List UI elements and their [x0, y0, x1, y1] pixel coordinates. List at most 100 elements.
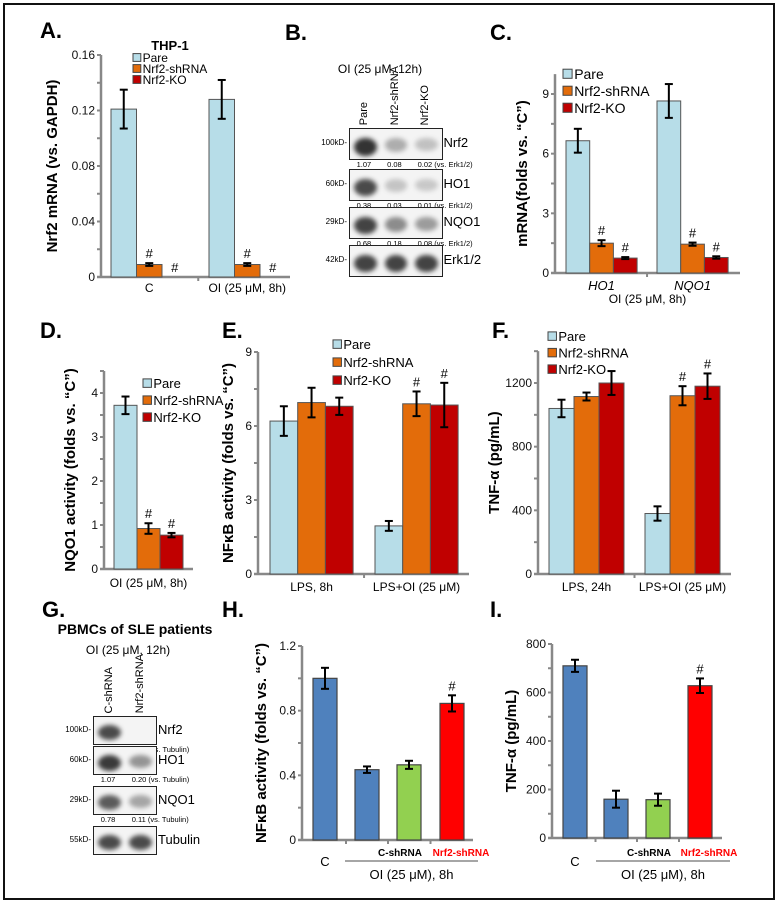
band	[98, 755, 121, 772]
protein-label: Nrf2	[158, 721, 183, 737]
x-category-label: OI (25 μM, 8h)	[208, 281, 286, 295]
bar	[439, 702, 465, 841]
panel-label-c: C.	[490, 20, 512, 45]
legend-swatch	[132, 64, 142, 73]
chart-i: 0 200 400 600 800 TNF-α (pg/mL) # C C-shRNA Nrf2-…	[503, 637, 737, 882]
y-tick-label: 800	[512, 440, 532, 454]
bar-pare	[110, 108, 137, 278]
band-quantification: 0.08 (vs. Erk1/2)	[417, 239, 473, 248]
molecular-weight-label: 29kD-	[325, 217, 347, 226]
legend-swatch	[547, 364, 557, 374]
chart-f: 0 400 800 1200 TNF-α (pg/mL) Pare # Nrf2-shRNA #…	[486, 329, 731, 594]
significance-mark: #	[269, 260, 277, 275]
blot-nqo1	[93, 786, 157, 815]
band-quantification: 0.78	[100, 815, 116, 824]
protein-label: Erk1/2	[443, 252, 482, 267]
significance-mark: #	[244, 246, 252, 261]
x-category-label: Nrf2-shRNA	[681, 848, 738, 859]
band	[415, 138, 438, 151]
bar-nrf2-ko	[694, 385, 721, 575]
legend-swatch	[132, 53, 142, 62]
legend-label: Nrf2-shRNA	[558, 346, 628, 361]
y-axis-label: NFκB activity (folds vs. “C”)	[253, 643, 270, 843]
significance-mark: #	[168, 516, 176, 531]
x-category-label: OI (25 μM, 8h)	[110, 576, 188, 590]
panel-label-h: H.	[222, 597, 244, 622]
significance-mark: #	[713, 239, 721, 254]
y-tick-label: 0.04	[72, 215, 96, 229]
band	[98, 795, 121, 810]
bar	[396, 764, 422, 841]
panel-label-b: B.	[285, 20, 307, 45]
significance-mark: #	[704, 356, 712, 371]
significance-mark: #	[413, 374, 421, 389]
y-tick-label: 600	[526, 686, 546, 700]
molecular-weight-label: 29kD-	[69, 794, 91, 804]
legend-label: Nrf2-shRNA	[343, 355, 413, 370]
y-axis-label: mRNA(folds vs. “C”)	[514, 100, 531, 247]
bar-nrf2-shrna	[402, 403, 431, 575]
group-label: OI (25 μM), 8h	[369, 867, 453, 882]
y-tick-label: 400	[526, 734, 546, 748]
y-tick-label: 0	[245, 567, 252, 581]
band	[354, 179, 377, 197]
panel-label-f: F.	[492, 318, 510, 343]
y-tick-label: 6	[245, 419, 252, 433]
significance-mark: #	[448, 678, 456, 693]
bar-nrf2-ko	[703, 256, 729, 274]
legend-swatch	[132, 75, 142, 84]
group-label: OI (25 μM), 8h	[621, 867, 705, 882]
x-category-label: LPS, 24h	[562, 580, 611, 594]
band	[384, 138, 407, 152]
band	[354, 138, 377, 156]
y-tick-label: 3	[542, 206, 549, 220]
band-quantification: 0.01 (vs. Tubulin)	[131, 745, 190, 754]
bar-pare	[269, 420, 299, 575]
y-tick-label: 0	[539, 831, 546, 845]
y-tick-label: 400	[512, 503, 532, 517]
legend-label: Nrf2-shRNA	[574, 83, 650, 99]
y-tick-label: 1.2	[279, 639, 296, 653]
y-tick-label: 800	[526, 637, 546, 651]
molecular-weight-label: 42kD-	[325, 255, 347, 264]
bar-pare	[644, 513, 671, 575]
molecular-weight-label: 100kD-	[321, 138, 347, 147]
x-category-label: LPS+OI (25 μM)	[639, 580, 726, 594]
y-tick-label: 0.4	[279, 768, 296, 782]
bar	[562, 665, 588, 839]
legend-label: Nrf2-KO	[343, 373, 391, 388]
legend-swatch	[332, 339, 342, 349]
protein-label: Nrf2	[443, 135, 469, 150]
x-category-label: LPS, 8h	[290, 580, 333, 594]
chart-d: 0 1 2 3 4 NQO1 activity (folds vs. “C”) Pare # N…	[62, 368, 224, 590]
legend-label: Pare	[558, 329, 585, 344]
y-tick-label: 9	[542, 87, 549, 101]
blot-g-title: PBMCs of SLE patients	[57, 621, 213, 637]
bar-nrf2-shrna	[669, 395, 696, 575]
band-quantification: 0.20 (vs. Tubulin)	[131, 775, 190, 784]
x-category-label: C	[145, 281, 154, 295]
legend-swatch	[562, 68, 573, 79]
molecular-weight-label: 55kD-	[69, 834, 91, 844]
significance-mark: #	[441, 366, 449, 381]
protein-label: HO1	[158, 751, 185, 767]
y-tick-label: 4	[91, 386, 98, 400]
bar-pare	[548, 407, 575, 575]
bar-nrf2-shrna	[589, 242, 614, 274]
chart-title: THP-1	[151, 38, 189, 53]
legend-label: Pare	[574, 66, 604, 82]
legend-label: Nrf2-KO	[153, 410, 201, 425]
chart-c: 0 3 6 9 mRNA(folds vs. “C”) Pare # # Nrf2-shRNA #…	[514, 66, 740, 306]
band-quantification: 0.03	[387, 201, 402, 210]
protein-label: NQO1	[443, 214, 481, 229]
band	[384, 255, 407, 273]
significance-mark: #	[622, 240, 630, 255]
panel-label-i: I.	[490, 597, 503, 622]
significance-mark: #	[689, 226, 697, 241]
band-quantification: 0.68	[356, 239, 372, 248]
band-quantification: 1.07	[356, 160, 372, 169]
protein-label: Tubulin	[158, 831, 201, 847]
band	[98, 835, 121, 851]
